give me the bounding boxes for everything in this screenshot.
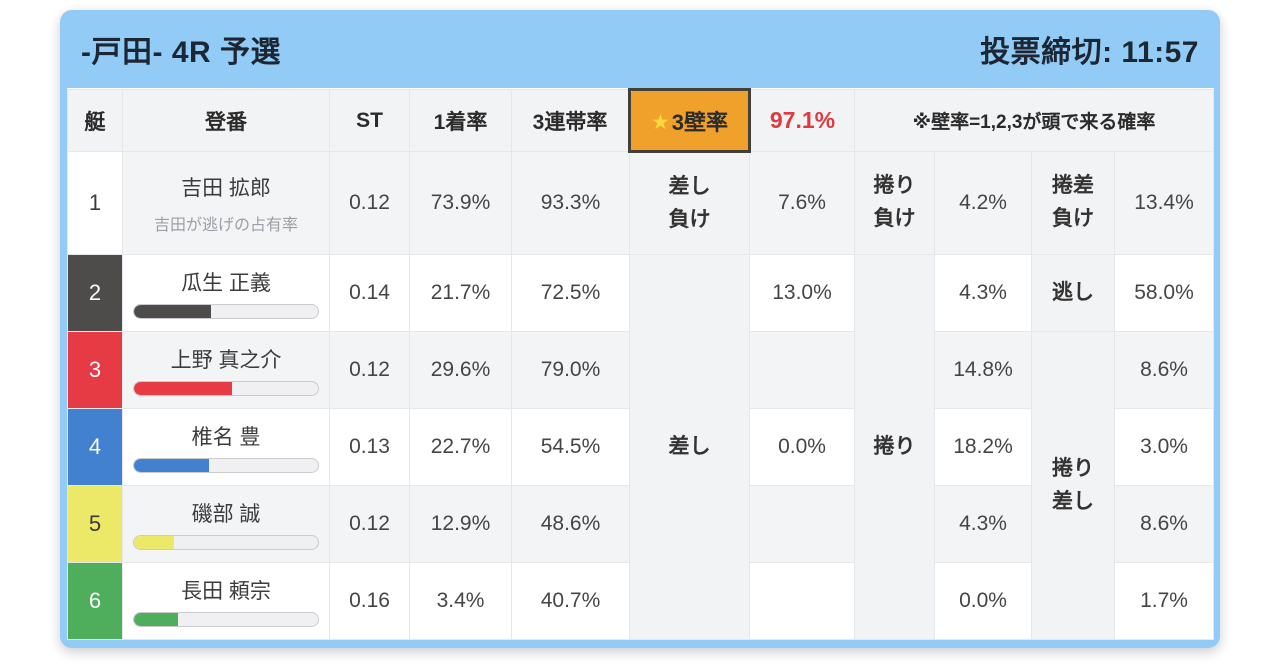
table-row: 2 瓜生 正義 0.14 21.7% 72.5% 差し 13.0% 捲り 4.3… (67, 254, 1215, 640)
makuri-rate: 4.3% (934, 485, 1032, 563)
share-bar (133, 612, 319, 627)
win-rate: 21.7% (409, 254, 512, 332)
top3-rate: 54.5% (511, 408, 630, 486)
race-title: -戸田- 4R 予選 (81, 36, 281, 69)
makuzashi-rate: 58.0% (1113, 254, 1215, 332)
boat-number: 3 (67, 331, 123, 409)
share-bar-fill (134, 382, 232, 395)
makuzashi-rate: 3.0% (1113, 408, 1215, 486)
top3-rate: 40.7% (511, 562, 630, 640)
win-rate: 22.7% (409, 408, 512, 486)
col-header-top3-rate: 3連帯率 (511, 89, 630, 152)
win-rate: 29.6% (409, 331, 512, 409)
win-rate: 3.4% (409, 562, 512, 640)
top3-rate: 48.6% (511, 485, 630, 563)
makuzashi-rate: 1.7% (1113, 562, 1215, 640)
sashi-rate (749, 331, 855, 409)
share-bar (133, 535, 319, 550)
makuri-rate: 14.8% (934, 331, 1032, 409)
table-row: 6 長田 頼宗 0.16 3.4% 40.7% 0.0% 1.7% (67, 562, 1215, 640)
wall-rate-note: ※壁率=1,2,3が頭で来る確率 (853, 89, 1215, 152)
makurizashi-label: 捲り 差し (1031, 331, 1115, 640)
col-header-st: ST (329, 89, 410, 152)
boat-number: 6 (67, 562, 123, 640)
win-rate: 12.9% (409, 485, 512, 563)
race-card: -戸田- 4R 予選 投票締切: 11:57 艇 登番 ST 1着率 3連帯率 … (60, 10, 1220, 648)
makuzashi-rate: 8.6% (1113, 331, 1215, 409)
race-table: 艇 登番 ST 1着率 3連帯率 ★3壁率 97.1% ※壁率=1,2,3が頭で… (67, 88, 1215, 640)
share-bar (133, 458, 319, 473)
share-bar (133, 381, 319, 396)
boat-number: 1 (67, 151, 123, 255)
share-bar-fill (134, 459, 210, 472)
col-header-win-rate: 1着率 (409, 89, 512, 152)
sashi-rate: 0.0% (749, 408, 855, 486)
top3-rate: 93.3% (511, 151, 630, 255)
makuri-label: 捲り (854, 254, 935, 640)
st-value: 0.14 (329, 254, 410, 332)
top3-rate: 79.0% (511, 331, 630, 409)
col-header-boat: 艇 (67, 89, 123, 152)
racer-name: 瓜生 正義 (181, 272, 271, 295)
racer-name: 上野 真之介 (170, 349, 282, 372)
makuzashi-rate: 13.4% (1113, 151, 1215, 255)
boat-number: 5 (67, 485, 123, 563)
col-header-racer: 登番 (122, 89, 330, 152)
st-value: 0.13 (329, 408, 410, 486)
table-row: 4 椎名 豊 0.13 22.7% 54.5% 0.0% 18.2% 3.0% (67, 408, 1215, 486)
racer-subtitle: 吉田が逃げの占有率 (153, 216, 298, 234)
wall-rate-label: 3壁率 (671, 109, 729, 135)
boat-number: 2 (67, 254, 123, 332)
sashi-rate (749, 485, 855, 563)
sashi-rate: 7.6% (749, 151, 855, 255)
share-bar (133, 304, 319, 319)
share-bar-fill (134, 613, 179, 626)
makuri-make-label: 捲り 負け (854, 151, 935, 255)
wall-rate-value: 97.1% (749, 89, 855, 152)
share-bar-fill (134, 536, 175, 549)
sashi-rate (749, 562, 855, 640)
makuzashi-make-label: 捲差 負け (1031, 151, 1115, 255)
table-header-row: 艇 登番 ST 1着率 3連帯率 ★3壁率 97.1% ※壁率=1,2,3が頭で… (67, 88, 1215, 153)
sashi-rate: 13.0% (749, 254, 855, 332)
sashi-label: 差し (629, 254, 750, 640)
table-row: 3 上野 真之介 0.12 29.6% 79.0% 14.8% 捲り 差し 8.… (67, 331, 1215, 640)
st-value: 0.12 (329, 485, 410, 563)
st-value: 0.12 (329, 331, 410, 409)
racer-name: 磯部 誠 (191, 503, 261, 526)
racer-name: 吉田 拡郎 (181, 176, 271, 200)
boat-number: 4 (67, 408, 123, 486)
share-bar-fill (134, 305, 212, 318)
nigashi-label: 逃し (1031, 254, 1115, 332)
vote-deadline: 投票締切: 11:57 (980, 36, 1199, 69)
table-row: 1 吉田 拡郎 吉田が逃げの占有率 0.12 73.9% 93.3% 差し 負け… (67, 151, 1215, 255)
racer-name: 長田 頼宗 (181, 580, 271, 603)
star-icon: ★ (650, 110, 670, 134)
makuri-rate: 18.2% (934, 408, 1032, 486)
makuri-rate: 0.0% (934, 562, 1032, 640)
st-value: 0.16 (329, 562, 410, 640)
wall-rate-button[interactable]: ★3壁率 (628, 88, 751, 153)
racer-name: 椎名 豊 (191, 426, 261, 449)
st-value: 0.12 (329, 151, 410, 255)
race-card-header: -戸田- 4R 予選 投票締切: 11:57 (67, 10, 1213, 88)
makuri-rate: 4.3% (934, 254, 1032, 332)
win-rate: 73.9% (409, 151, 512, 255)
table-row: 5 磯部 誠 0.12 12.9% 48.6% 4.3% 8.6% (67, 485, 1215, 563)
makuri-rate: 4.2% (934, 151, 1032, 255)
sashi-make-label: 差し 負け (629, 151, 750, 255)
makuzashi-rate: 8.6% (1113, 485, 1215, 563)
top3-rate: 72.5% (511, 254, 630, 332)
